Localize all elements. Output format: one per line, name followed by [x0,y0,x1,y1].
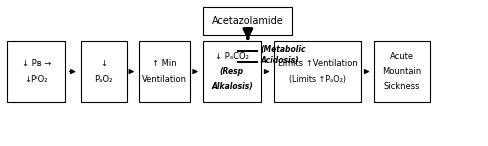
Text: PₐO₂: PₐO₂ [95,75,113,84]
Text: ↓: ↓ [100,59,107,68]
Text: Acetazolamide: Acetazolamide [212,16,284,26]
Text: ↓PᴵO₂: ↓PᴵO₂ [24,75,48,84]
Text: (Resp: (Resp [220,67,244,76]
Bar [203,7,292,35]
Text: Mountain: Mountain [383,67,422,76]
Text: (Limits ↑PₐO₂): (Limits ↑PₐO₂) [289,75,346,84]
Text: Ventilation: Ventilation [142,75,187,84]
Text: ↓ PₐCO₂: ↓ PₐCO₂ [215,52,249,61]
Text: (Metabolic
Acidosis): (Metabolic Acidosis) [261,45,306,65]
Text: ↓ Pʙ →: ↓ Pʙ → [21,59,51,68]
Text: Sickness: Sickness [384,82,421,91]
Bar [203,41,261,102]
Bar [7,41,65,102]
Text: Alkalosis): Alkalosis) [211,82,253,91]
Bar [274,41,362,102]
Bar [81,41,126,102]
Bar [139,41,190,102]
Bar [374,41,430,102]
Text: Limits ↑Ventilation: Limits ↑Ventilation [278,59,358,68]
Text: Acute: Acute [390,52,414,61]
Text: ↑ Min: ↑ Min [152,59,177,68]
